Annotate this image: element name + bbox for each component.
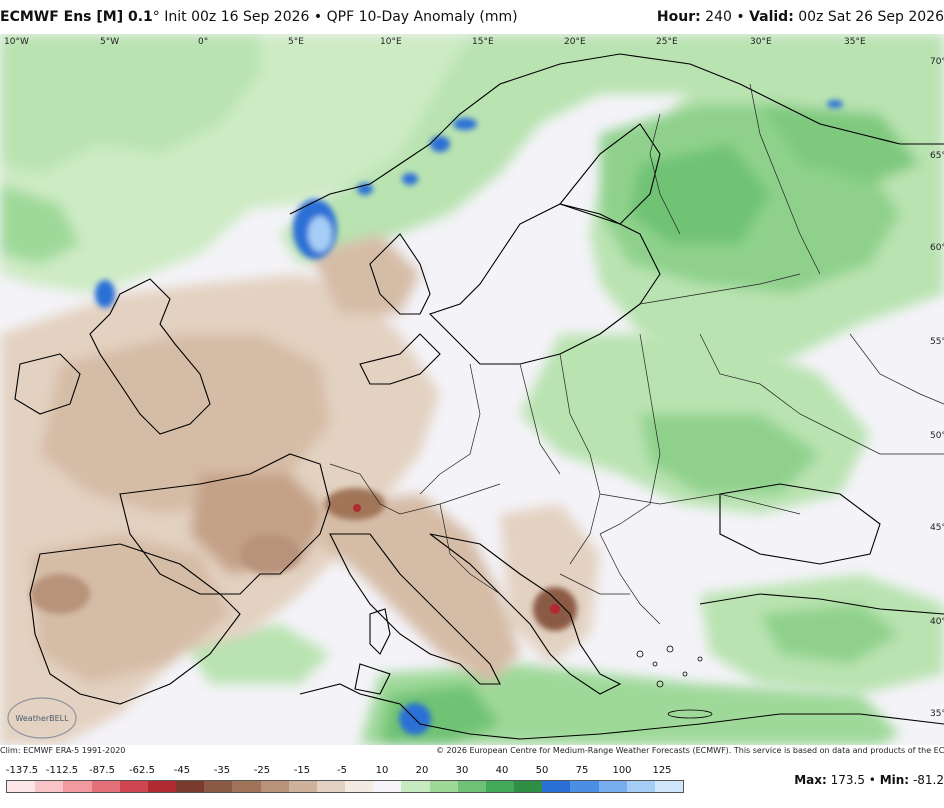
lon-label: 20°E [564,37,586,47]
legend-tick-label: 75 [575,765,589,776]
legend-tick-label: 100 [612,765,632,776]
hour-label: Hour: [656,9,701,25]
legend-tick-label: 50 [535,765,549,776]
aegean-islands [636,645,713,719]
dry-extreme-alps [353,504,361,512]
lat-label: 35° [930,709,944,719]
maxmin-separator: • [868,773,876,787]
weatherbell-logo: WeatherBELL [7,697,77,739]
atlantic-wet-anomaly [0,34,470,294]
colorbar-swatch [485,781,515,792]
lon-label: 10°W [4,37,29,47]
lat-label: 55° [930,337,944,347]
colorbar-swatch [514,781,543,792]
lon-label: 5°E [288,37,304,47]
legend-tick-label: -35 [213,765,231,776]
precipitation-anomaly-map: 10°W 5°W 0° 5°E 10°E 15°E 20°E 25°E 30°E… [0,34,944,745]
colorbar-swatch [626,781,655,792]
legend-tick-label: -25 [253,765,271,776]
colorbar-swatch [401,781,430,792]
colorbar-swatch [598,781,627,792]
colorbar-swatch [316,781,346,792]
lon-label: 10°E [380,37,402,47]
legend-tick-label: -15 [293,765,311,776]
colorbar-swatch [204,781,233,792]
latitude-labels: 70° 65° 60° 55° 50° 45° 40° 35° [930,57,944,719]
coastlines [14,53,944,740]
lat-label: 50° [930,431,944,441]
colorbar-swatch [147,781,177,792]
colorbar-swatch [345,781,374,792]
legend-tick-label: 40 [495,765,509,776]
colorbar-swatch [119,781,148,792]
legend-tick-label: -45 [173,765,191,776]
credits-bar: Clim: ECMWF ERA-5 1991-2020 © 2026 Europ… [0,745,944,759]
map-title: ECMWF Ens [M] 0.1° Init 00z 16 Sep 2026 … [0,9,518,25]
longitude-labels: 10°W 5°W 0° 5°E 10°E 15°E 20°E 25°E 30°E… [4,37,866,47]
time-separator: • [736,9,745,25]
colorbar-swatch [7,781,36,792]
copyright-credit: © 2026 European Centre for Medium-Range … [436,746,944,755]
degree-symbol: ° [152,9,160,25]
colorbar-swatch [35,781,64,792]
colorbar-swatch [260,781,289,792]
colorbar-swatch [570,781,599,792]
colorbar-swatch [457,781,486,792]
max-label: Max: [794,773,827,787]
lon-label: 15°E [472,37,494,47]
legend-tick-label: -87.5 [89,765,115,776]
title-separator: • [313,9,323,25]
legend-tick-label: 20 [415,765,429,776]
lat-label: 65° [930,151,944,161]
forecast-time: Hour: 240 • Valid: 00z Sat 26 Sep 2026 [657,9,944,25]
scandinavia-wet-anomaly [280,34,944,364]
valid-label: Valid: [749,9,794,25]
lon-label: 0° [198,37,208,47]
colorbar-swatch [429,781,458,792]
legend-tick-label: 30 [455,765,469,776]
lat-label: 60° [930,243,944,253]
header-bar: ECMWF Ens [M] 0.1° Init 00z 16 Sep 2026 … [0,0,944,34]
init-time: Init 00z 16 Sep 2026 [164,9,310,25]
max-min-readout: Max: 173.5 • Min: -81.2 [794,773,944,787]
colorbar-swatch [232,781,261,792]
min-label: Min: [879,773,910,787]
lon-label: 35°E [844,37,866,47]
color-legend: -137.5 -112.5 -87.5 -62.5 -45 -35 -25 -15 -5 10 20… [0,760,944,808]
model-name: ECMWF Ens [M] 0.1 [0,9,153,25]
legend-tick-label: -62.5 [129,765,155,776]
colorbar-swatch [176,781,205,792]
hour-value: 240 [705,9,732,25]
country-borders [329,83,944,625]
colorbar [6,780,684,793]
climatology-credit: Clim: ECMWF ERA-5 1991-2020 [0,746,126,755]
product-name: QPF 10-Day Anomaly (mm) [326,9,518,25]
logo-text: WeatherBELL [15,714,69,723]
dry-extreme-albania [550,604,560,614]
colorbar-swatch [288,781,317,792]
min-value: -81.2 [912,773,944,787]
lat-label: 70° [930,57,944,67]
legend-tick-label: -112.5 [45,765,79,776]
norway-heavy-precip [95,100,843,308]
colorbar-swatch [63,781,92,792]
lat-label: 40° [930,617,944,627]
colorbar-swatch [373,781,402,792]
lon-label: 30°E [750,37,772,47]
colorbar-swatch [91,781,120,792]
lat-label: 45° [930,523,944,533]
legend-tick-label: 125 [652,765,672,776]
lon-label: 25°E [656,37,678,47]
lon-label: 5°W [100,37,119,47]
eastern-europe-wet-anomaly [520,334,944,694]
colorbar-swatch [654,781,684,792]
legend-tick-label: -5 [337,765,347,776]
valid-value: 00z Sat 26 Sep 2026 [798,9,944,25]
max-value: 173.5 [830,773,865,787]
legend-tick-label: 10 [375,765,389,776]
western-europe-dry-anomaly [0,234,440,745]
colorbar-swatch [542,781,571,792]
legend-tick-label: -137.5 [5,765,39,776]
